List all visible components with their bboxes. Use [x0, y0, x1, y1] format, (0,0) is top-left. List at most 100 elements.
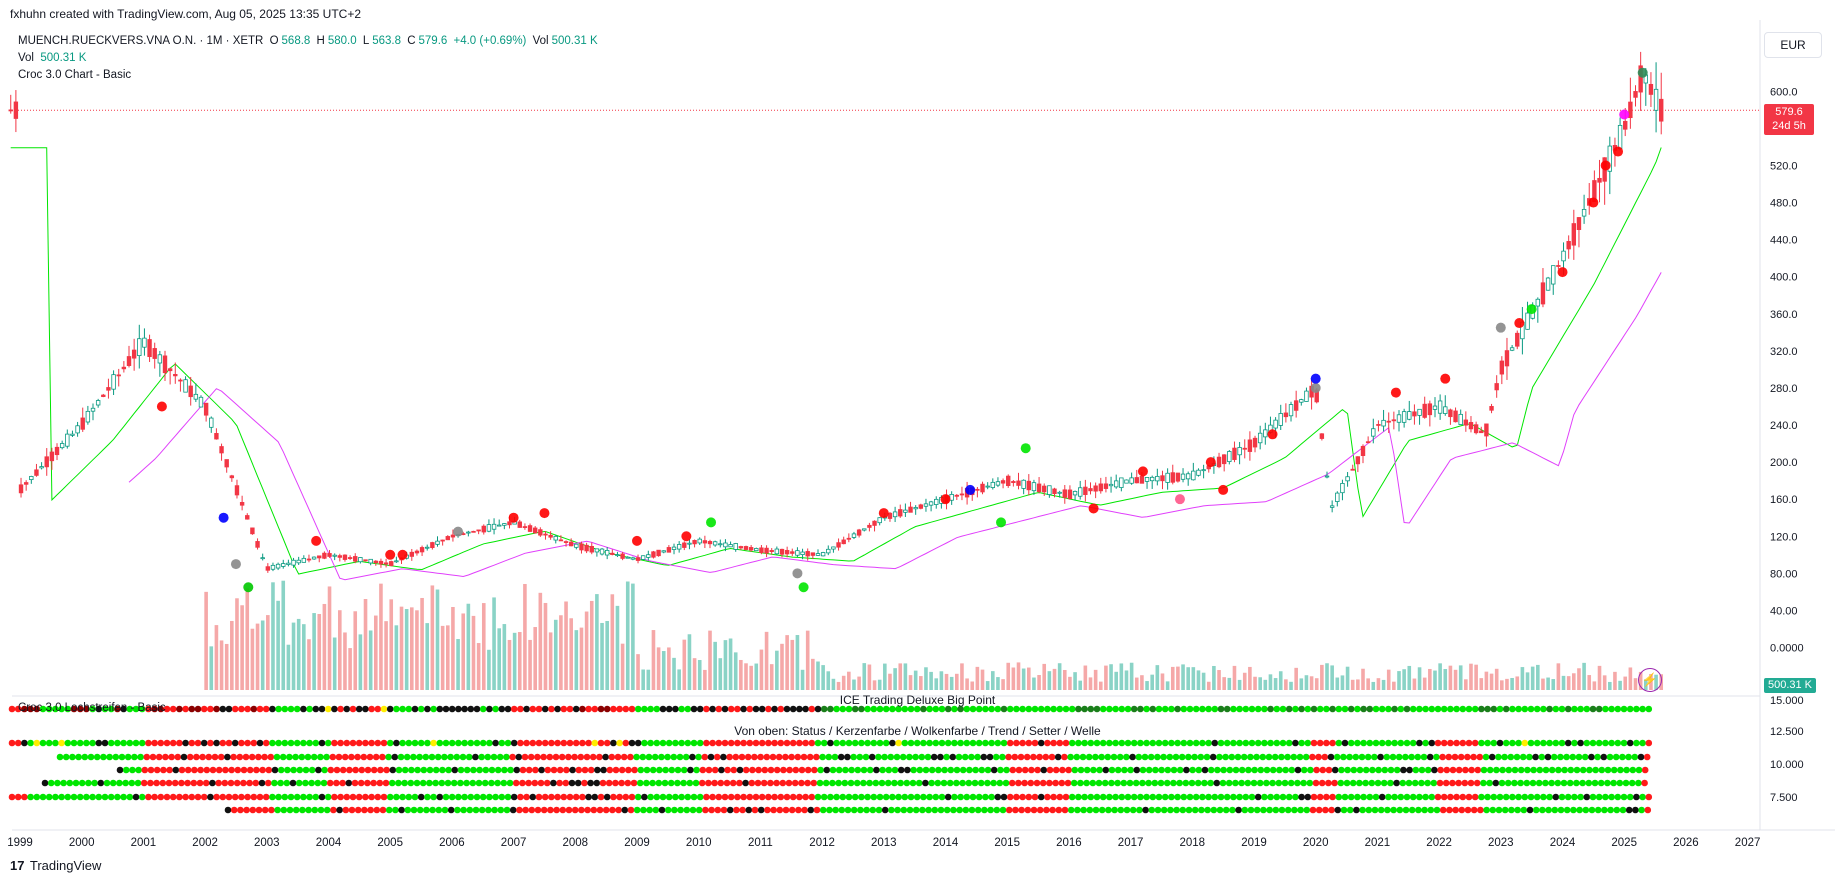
- indicator-dot: [424, 739, 431, 747]
- volume-legend[interactable]: Vol 500.31 K: [18, 52, 86, 64]
- indicator-dot: [1372, 739, 1380, 747]
- indicator-dot: [430, 705, 437, 713]
- indicator-dot: [1533, 793, 1541, 801]
- volume-bar: [1505, 678, 1509, 690]
- indicator-dot: [1085, 753, 1093, 761]
- indicator-dot: [1099, 705, 1107, 713]
- indicator-dot: [951, 705, 958, 713]
- indicator-dot: [1573, 779, 1580, 787]
- indicator-dot: [1397, 739, 1405, 747]
- symbol-info[interactable]: MUENCH.RUECKVERS.VNA O.N. · 1M · XETR: [18, 35, 264, 47]
- indicator-dot: [517, 793, 524, 801]
- indicator-dot: [835, 766, 843, 774]
- indicator-dot: [839, 739, 847, 747]
- indicator-dot: [1195, 766, 1203, 774]
- indicator-dot: [379, 753, 386, 761]
- volume-bar: [1510, 677, 1514, 690]
- indicator-dot: [726, 753, 733, 761]
- indicator-dot: [913, 739, 921, 747]
- indicator-dot: [1478, 705, 1485, 713]
- candle-body: [769, 550, 774, 552]
- indicator-dot: [590, 806, 598, 814]
- indicator-dot: [461, 705, 468, 713]
- indicator-dot: [374, 739, 382, 747]
- candle-body: [1437, 400, 1443, 414]
- indicator-dot: [101, 739, 109, 747]
- indicator-dot: [265, 766, 273, 774]
- indicator-dot: [457, 766, 465, 774]
- volume-bar: [1494, 668, 1499, 690]
- indicator-dot: [286, 806, 294, 814]
- indicator-dot: [1183, 766, 1190, 774]
- tradingview-logo[interactable]: 17 TradingView: [10, 858, 101, 873]
- volume-bar: [276, 600, 280, 690]
- indicator-dot: [1480, 779, 1487, 787]
- indicator-dot: [374, 705, 382, 713]
- last-price-tag: 579.6 24d 5h: [1764, 104, 1814, 135]
- indicator-dot: [1557, 806, 1565, 814]
- indicator-dot: [1145, 779, 1152, 787]
- indicator-dot: [1526, 806, 1534, 814]
- lightning-icon[interactable]: ⚡: [1638, 668, 1662, 692]
- candle-body: [44, 456, 49, 468]
- indicator-dot: [1170, 779, 1177, 787]
- indicator-dot: [1298, 705, 1305, 713]
- indicator-dot: [610, 793, 617, 801]
- indicator-dot: [1241, 806, 1249, 814]
- indicator-dot: [946, 779, 954, 787]
- indicator-dot: [21, 705, 28, 713]
- indicator-dot: [331, 705, 338, 713]
- volume-bar: [965, 678, 969, 690]
- currency-button[interactable]: EUR: [1764, 32, 1822, 58]
- indicator-dot: [209, 779, 216, 787]
- indicator-dot: [472, 806, 480, 814]
- indicator-dot: [616, 793, 623, 801]
- indicator-dot: [1219, 779, 1227, 787]
- indicator-dot: [422, 753, 430, 761]
- indicator-legend[interactable]: Croc 3.0 Chart - Basic: [18, 69, 132, 81]
- indicator-dot: [1123, 753, 1130, 761]
- candle-body: [640, 555, 646, 560]
- indicator-dot: [1614, 739, 1622, 747]
- indicator-dot: [1013, 705, 1020, 713]
- signal-marker: [1526, 304, 1537, 315]
- indicator-dot: [122, 766, 130, 774]
- candle-body: [34, 469, 39, 476]
- candle-body: [1494, 383, 1499, 391]
- indicator-dot: [52, 739, 59, 747]
- indicator-dot: [870, 705, 878, 713]
- indicator-dot: [713, 753, 721, 761]
- volume-bar: [579, 627, 584, 690]
- indicator-dot: [603, 793, 611, 801]
- candle-body: [1638, 65, 1643, 93]
- indicator-dot: [134, 779, 142, 787]
- indicator-dot: [1521, 793, 1529, 801]
- candle-body: [188, 385, 193, 398]
- indicator-dot: [724, 766, 731, 774]
- volume-bar: [1386, 669, 1391, 690]
- candle-body: [1124, 479, 1129, 484]
- candle-body: [1576, 217, 1582, 231]
- indicator-dot: [512, 779, 520, 787]
- candle-body: [1484, 423, 1489, 437]
- indicator-dot: [540, 753, 547, 761]
- indicator-dot: [1614, 793, 1622, 801]
- indicator-dot: [665, 705, 673, 713]
- volume-bar: [1592, 681, 1597, 690]
- indicator-dot: [1000, 793, 1008, 801]
- indicator-dot: [312, 739, 320, 747]
- indicator-dot: [1459, 793, 1467, 801]
- indicator-dot: [1323, 739, 1330, 747]
- indicator-dot: [1340, 806, 1348, 814]
- indicator-dot: [835, 779, 842, 787]
- indicator-dot: [1455, 766, 1463, 774]
- indicator-dot: [687, 766, 694, 774]
- indicator-dot: [1471, 705, 1479, 713]
- indicator-dot: [447, 753, 454, 761]
- indicator-dot: [399, 739, 406, 747]
- indicator-dot: [714, 806, 722, 814]
- indicator-pane-legend[interactable]: Croc 3.0 Lochstreifen - Basic: [18, 702, 166, 714]
- volume-bar: [811, 658, 815, 690]
